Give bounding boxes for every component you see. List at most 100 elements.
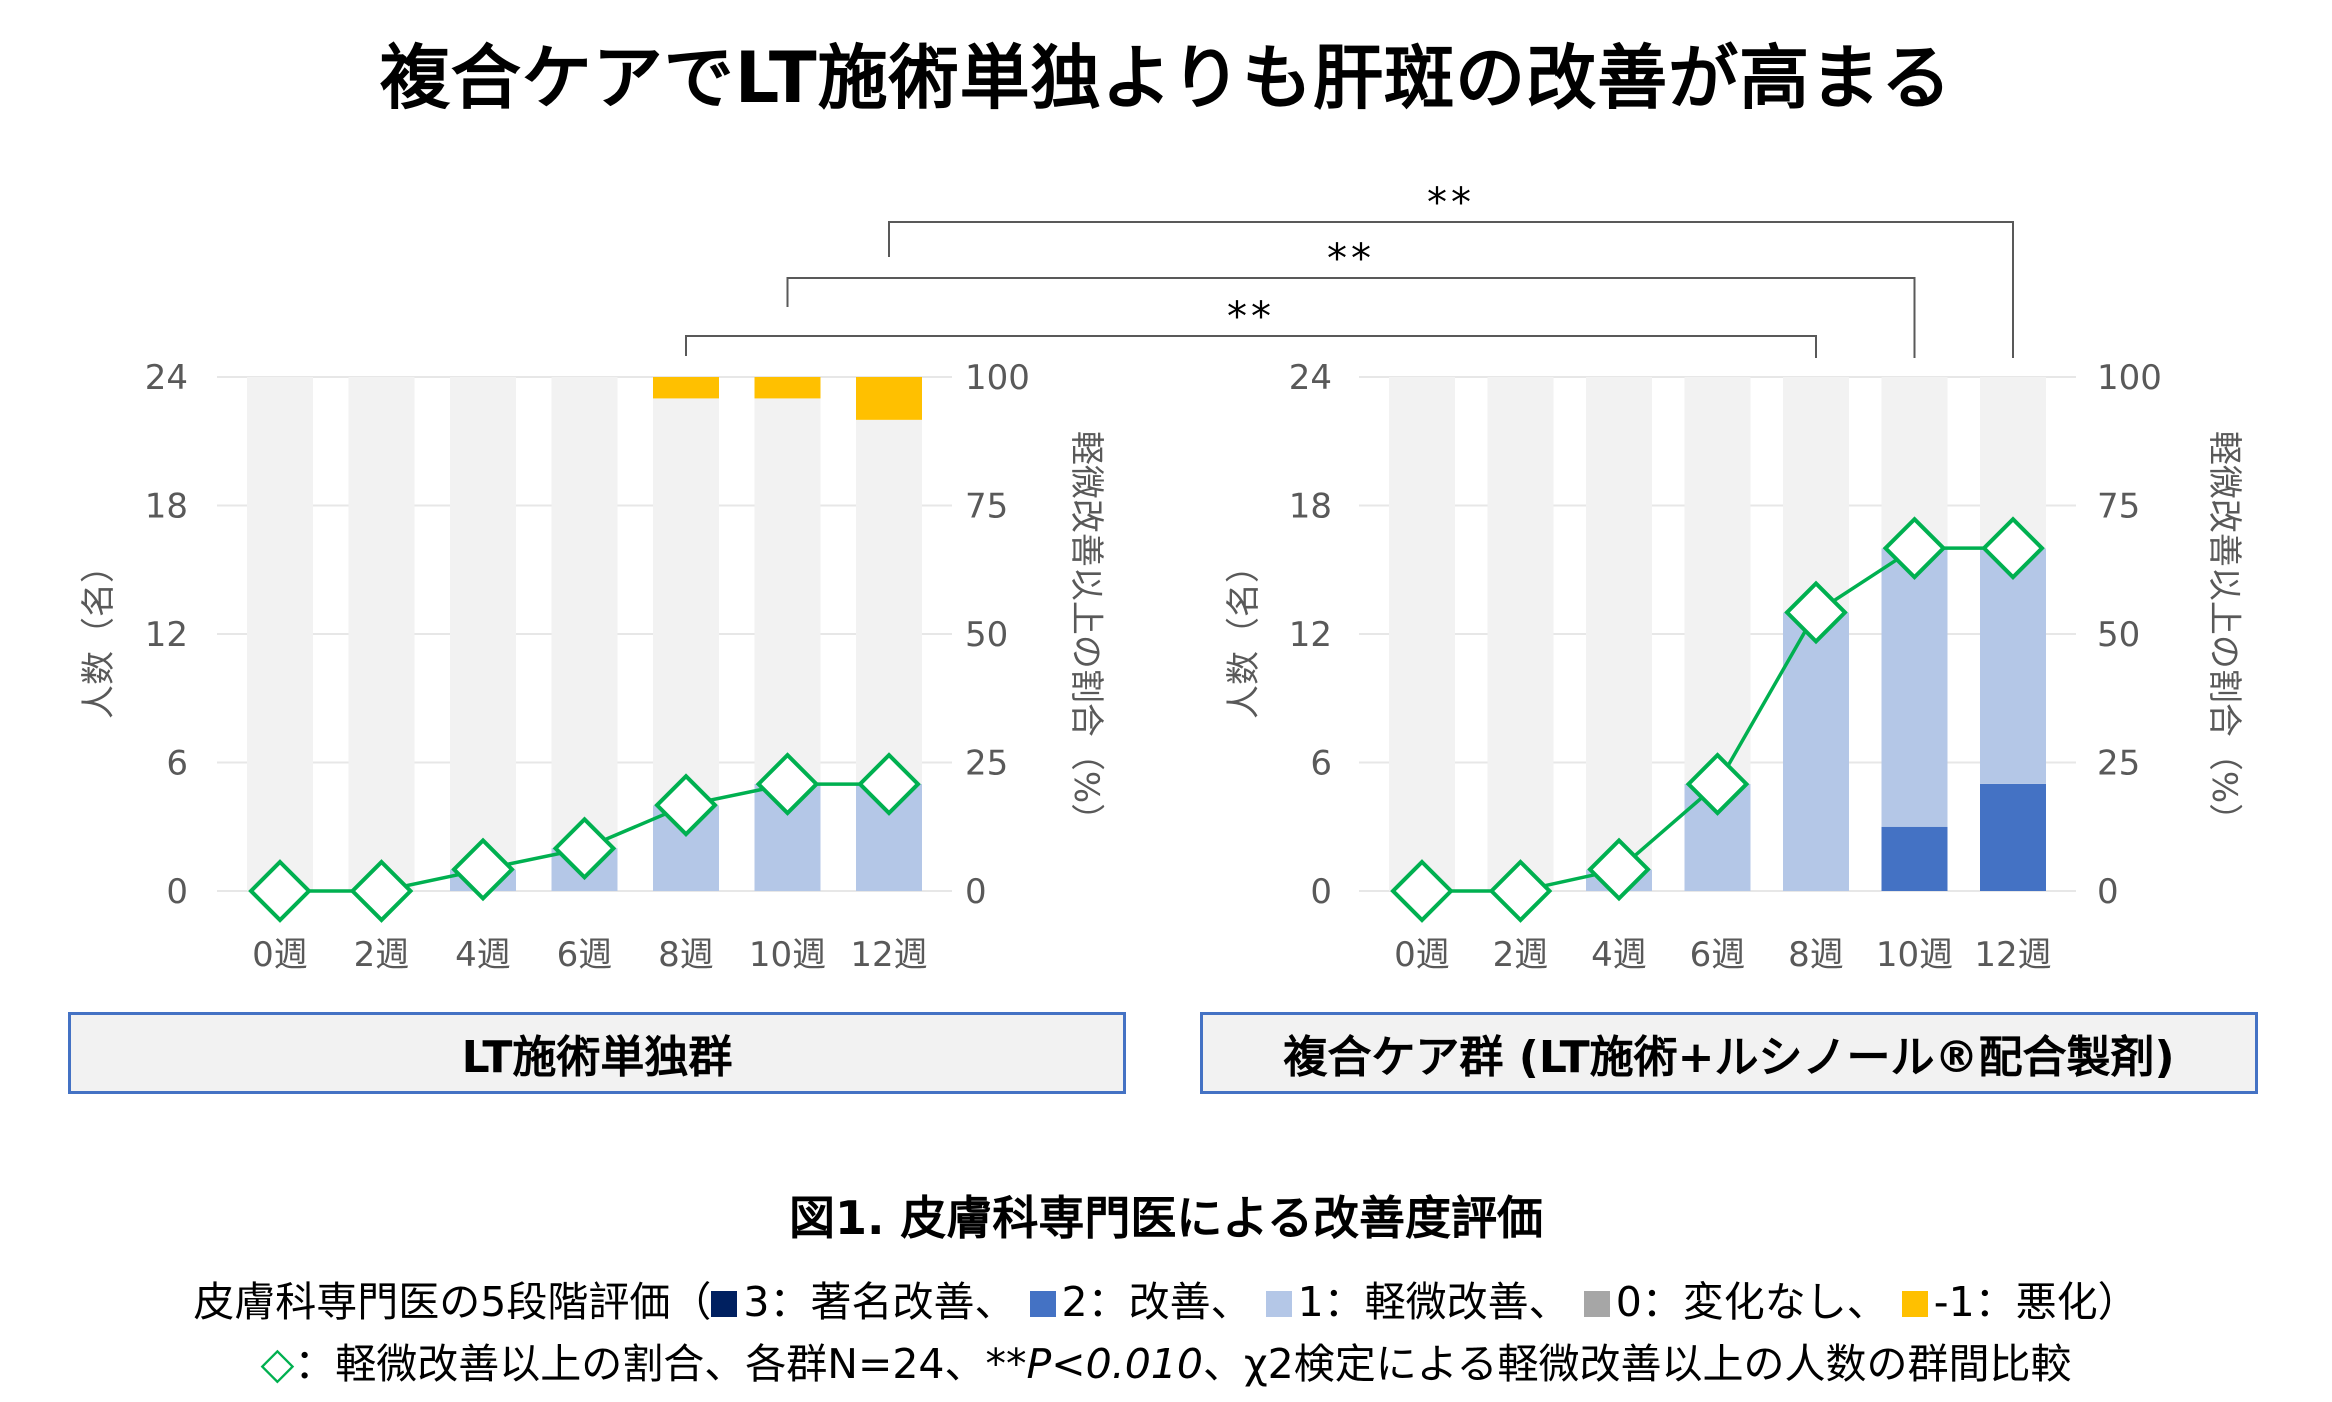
line-marker-diamond <box>248 859 312 923</box>
y-right-tick-label: 50 <box>965 615 1008 655</box>
y-left-axis-title: 人数（名） <box>79 549 119 719</box>
x-tick-label: 2週 <box>354 935 410 975</box>
y-right-tick-label: 25 <box>965 744 1008 784</box>
y-left-tick-label: 0 <box>1310 872 1332 912</box>
x-tick-label: 0週 <box>1394 935 1450 975</box>
y-left-tick-label: 6 <box>1310 744 1332 784</box>
diamond-icon: ◇ <box>260 1338 295 1389</box>
y-left-tick-label: 24 <box>1289 358 1332 398</box>
y-right-tick-label: 0 <box>2097 872 2119 912</box>
significance-bracket <box>685 335 1817 358</box>
x-tick-label: 2週 <box>1493 935 1549 975</box>
group-label-combo: 複合ケア群 (LT施術+ルシノール®配合製剤) <box>1200 1012 2258 1094</box>
significance-bracket <box>786 277 1916 358</box>
y-right-tick-label: 0 <box>965 872 987 912</box>
x-tick-label: 6週 <box>1690 935 1746 975</box>
significance-label: ** <box>1227 294 1275 340</box>
note-text-2: 、χ2検定による軽微改善以上の人数の群間比較 <box>1202 1340 2072 1388</box>
bar-seg-level0 <box>1586 377 1652 870</box>
line-marker-diamond <box>1882 516 1947 580</box>
bar-seg-level1 <box>1881 548 1948 827</box>
bar-seg-level1 <box>1980 548 2046 784</box>
bar-seg-level2 <box>1881 826 1948 891</box>
bar-seg-level0 <box>653 398 719 806</box>
y-left-tick-label: 18 <box>145 487 188 527</box>
x-tick-label: 12週 <box>1974 935 2051 975</box>
line-marker-diamond <box>1685 752 1750 816</box>
bar-seg-level0 <box>856 419 922 784</box>
y-right-tick-label: 75 <box>965 487 1008 527</box>
line-marker-diamond <box>755 752 820 816</box>
line-marker-diamond <box>349 859 414 923</box>
figure-caption: 図1. 皮膚科専門医による改善度評価 <box>788 1191 1544 1245</box>
bar-seg-level0 <box>247 377 313 891</box>
y-right-tick-label: 50 <box>2097 615 2140 655</box>
significance-label: ** <box>1427 180 1475 226</box>
group-label-lt: LT施術単独群 <box>68 1012 1126 1094</box>
note-pvalue: **P<0.010 <box>985 1340 1203 1388</box>
y-right-tick-label: 100 <box>2097 358 2162 398</box>
legend-prefix: 皮膚科専門医の5段階評価（ <box>193 1278 712 1326</box>
y-right-axis-title: 軽微改善以上の割合（%） <box>1066 431 1106 837</box>
legend-swatch-minus1 <box>1901 1291 1928 1317</box>
y-left-tick-label: 0 <box>166 872 188 912</box>
y-left-tick-label: 6 <box>166 744 188 784</box>
significance-bracket <box>888 221 2014 358</box>
legend-swatch-0 <box>1583 1291 1610 1317</box>
x-tick-label: 6週 <box>557 935 613 975</box>
line-marker-diamond <box>1784 580 1848 645</box>
y-left-tick-label: 12 <box>145 615 188 655</box>
bar-seg-levelminus1 <box>856 377 922 420</box>
x-tick-label: 10週 <box>749 935 826 975</box>
line-marker-diamond <box>451 837 515 902</box>
x-tick-label: 8週 <box>658 935 714 975</box>
x-tick-label: 4週 <box>455 935 511 975</box>
bar-seg-level0 <box>551 377 618 849</box>
bar-seg-level0 <box>1783 377 1849 613</box>
bar-seg-level0 <box>1684 377 1751 784</box>
line-marker-diamond <box>552 816 617 881</box>
y-right-tick-label: 75 <box>2097 487 2140 527</box>
x-tick-label: 12週 <box>850 935 927 975</box>
line-marker-diamond <box>1390 859 1454 923</box>
line-marker-diamond <box>1981 516 2045 580</box>
x-tick-label: 8週 <box>1788 935 1844 975</box>
bar-seg-level0 <box>450 377 516 870</box>
legend: 皮膚科専門医の5段階評価（ 3：著名改善、 2：改善、 1：軽微改善、 0：変化なし、 -… <box>0 1268 2332 1328</box>
y-right-tick-label: 100 <box>965 358 1030 398</box>
bar-seg-levelminus1 <box>754 377 821 399</box>
y-left-tick-label: 12 <box>1289 615 1332 655</box>
group-label-combo-text: 複合ケア群 (LT施術+ルシノール®配合製剤) <box>1283 1032 2175 1083</box>
bar-seg-level2 <box>1980 783 2046 891</box>
line-marker-diamond <box>1587 837 1651 902</box>
note-text-1: ：軽微改善以上の割合、各群N=24、 <box>294 1340 986 1388</box>
x-tick-label: 4週 <box>1591 935 1647 975</box>
x-tick-label: 10週 <box>1876 935 1953 975</box>
legend-note: ◇：軽微改善以上の割合、各群N=24、**P<0.010、χ2検定による軽微改善… <box>0 1330 2332 1390</box>
legend-label-2: 2：改善、 <box>1061 1278 1252 1326</box>
y-left-axis-title: 人数（名） <box>1224 549 1264 719</box>
legend-swatch-1 <box>1265 1291 1292 1317</box>
x-tick-label: 0週 <box>252 935 308 975</box>
line-marker-diamond <box>654 773 718 837</box>
legend-label-minus1: -1：悪化） <box>1933 1278 2139 1326</box>
y-left-tick-label: 18 <box>1289 487 1332 527</box>
y-right-tick-label: 25 <box>2097 744 2140 784</box>
bar-seg-levelminus1 <box>653 377 719 399</box>
bar-seg-level0 <box>348 377 415 891</box>
significance-label: ** <box>1327 236 1375 282</box>
legend-label-0: 0：変化なし、 <box>1615 1278 1888 1326</box>
line-marker-diamond <box>857 752 921 816</box>
bar-seg-level0 <box>1389 377 1455 891</box>
bar-seg-level1 <box>1783 612 1849 891</box>
group-label-lt-text: LT施術単独群 <box>461 1032 733 1083</box>
legend-swatch-3 <box>711 1291 738 1317</box>
y-right-axis-title: 軽微改善以上の割合（%） <box>2204 431 2244 837</box>
legend-label-1: 1：軽微改善、 <box>1297 1278 1570 1326</box>
legend-label-3: 3：著名改善、 <box>743 1278 1016 1326</box>
legend-swatch-2 <box>1029 1291 1056 1317</box>
line-marker-diamond <box>1488 859 1553 923</box>
y-left-tick-label: 24 <box>145 358 188 398</box>
chart-title: 複合ケアでLT施術単独よりも肝斑の改善が高まる <box>379 37 1953 119</box>
